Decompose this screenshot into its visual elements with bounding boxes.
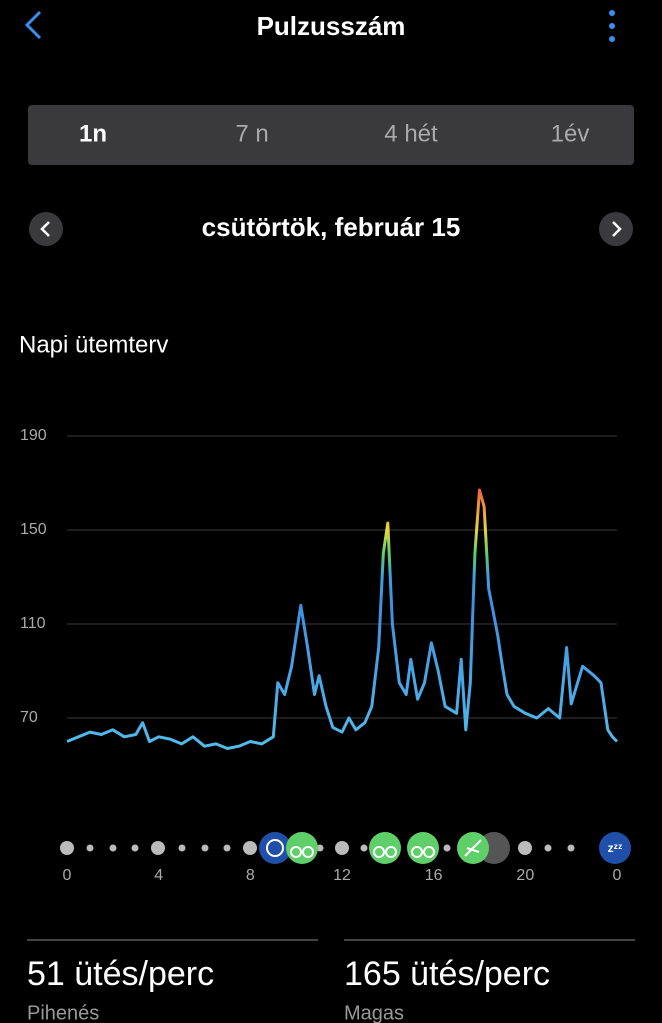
stat-label: Pihenés (27, 1002, 99, 1023)
tab[interactable]: 4 hét (384, 120, 438, 147)
next-icon (612, 221, 622, 237)
date: csütörtök, február 15 (202, 212, 461, 242)
x-tick-label: 8 (246, 867, 255, 884)
x-tick-label: 4 (154, 867, 163, 884)
x-tick-label: 12 (333, 867, 351, 884)
y-tick-label: 70 (20, 709, 38, 726)
prev-icon (40, 221, 50, 237)
next-day[interactable] (599, 212, 633, 246)
chart-title: Napi ütemterv (19, 331, 168, 358)
prev-day[interactable] (29, 212, 63, 246)
heart-rate-line (66, 488, 619, 750)
menu-button[interactable] (609, 10, 615, 42)
segmented-control (28, 105, 634, 165)
back-button[interactable] (24, 10, 42, 40)
tab[interactable]: 7 n (235, 120, 268, 147)
x-tick-label: 20 (516, 867, 534, 884)
y-tick-label: 150 (20, 521, 47, 538)
x-tick-label: 0 (613, 867, 622, 884)
y-tick-label: 190 (20, 427, 47, 444)
tab[interactable]: 1n (79, 120, 107, 147)
tab[interactable]: 1év (551, 120, 590, 147)
stat-value: 51 ütés/perc (27, 955, 214, 993)
x-tick-label: 16 (425, 867, 443, 884)
y-tick-label: 110 (20, 615, 46, 632)
stat-label: Magas (344, 1002, 404, 1023)
page-title: Pulzusszám (257, 11, 406, 41)
activity-row: zᶻᶻ (60, 832, 631, 864)
x-tick-label: 0 (63, 867, 72, 884)
svg-text:zᶻᶻ: zᶻᶻ (608, 841, 623, 855)
stat-value: 165 ütés/perc (344, 955, 550, 993)
